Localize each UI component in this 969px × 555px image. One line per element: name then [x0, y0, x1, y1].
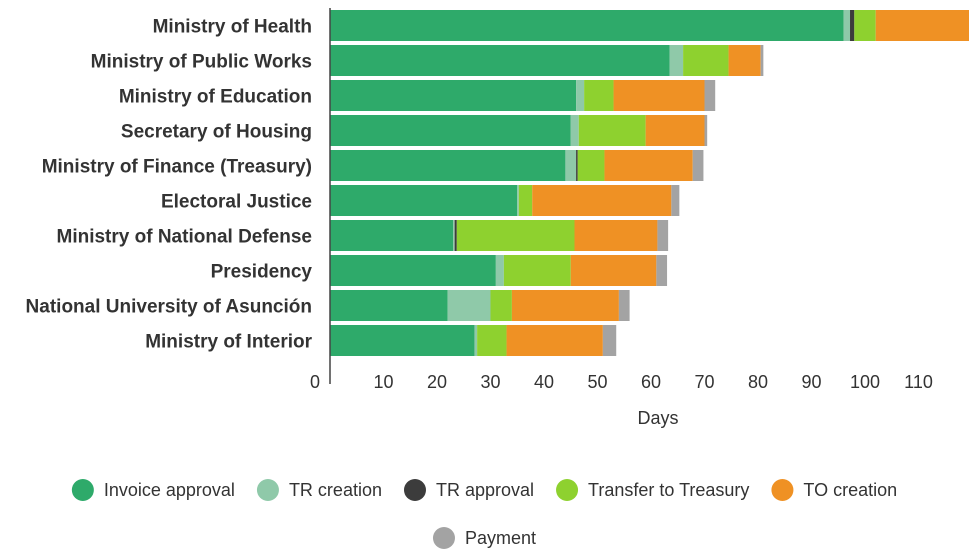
bar-ministry-of-national-defense-invoice-approval [330, 220, 454, 251]
legend-item-payment: Payment [432, 527, 536, 549]
bar-national-university-of-asunci-n-transfer-to-treasury [490, 290, 512, 321]
category-label-ministry-of-national-defense: Ministry of National Defense [57, 227, 313, 248]
legend-label-invoice-approval: Invoice approval [104, 480, 235, 500]
category-labels: Ministry of Health Ministry of Public Wor… [26, 17, 313, 353]
legend-item-transfer-to-treasury: Transfer to Treasury [556, 479, 749, 501]
legend-item-invoice-approval: Invoice approval [71, 479, 235, 501]
bar-ministry-of-interior-to-creation [506, 325, 603, 356]
legend-item-tr-approval: TR approval [403, 479, 534, 501]
x-tick-40: 40 [534, 372, 554, 392]
x-tick-100: 100 [850, 372, 880, 392]
bar-ministry-of-public-works-payment [760, 45, 764, 76]
bar-ministry-of-interior-tr-creation [474, 325, 478, 356]
legend-swatch-tr-approval [403, 479, 426, 501]
category-label-ministry-of-health: Ministry of Health [153, 17, 312, 38]
legend: Invoice approval TR creation TR approval Tr… [71, 479, 897, 549]
x-tick-10: 10 [373, 372, 393, 392]
bar-ministry-of-finance-treasury-tr-creation [565, 150, 577, 181]
bar-secretary-of-housing-to-creation [645, 115, 705, 146]
legend-swatch-invoice-approval [71, 479, 94, 501]
bar-ministry-of-finance-treasury-invoice-approval [330, 150, 566, 181]
bar-ministry-of-national-defense-tr-approval [454, 220, 457, 251]
x-tick-60: 60 [641, 372, 661, 392]
bar-ministry-of-education-payment [704, 80, 716, 111]
bar-secretary-of-housing-invoice-approval [330, 115, 571, 146]
legend-swatch-transfer-to-treasury [556, 479, 579, 501]
bar-ministry-of-public-works-invoice-approval [330, 45, 670, 76]
x-tick-110: 110 [904, 372, 933, 392]
bar-ministry-of-interior-invoice-approval [330, 325, 475, 356]
bar-national-university-of-asunci-n-payment [618, 290, 630, 321]
legend-label-tr-approval: TR approval [436, 480, 534, 500]
bar-ministry-of-education-invoice-approval [330, 80, 577, 111]
bar-secretary-of-housing-transfer-to-treasury [578, 115, 646, 146]
bar-ministry-of-public-works-transfer-to-treasury [683, 45, 729, 76]
legend-label-payment: Payment [465, 528, 536, 548]
x-tick-30: 30 [480, 372, 500, 392]
bar-presidency-payment [656, 255, 668, 286]
category-label-national-university-of-asunci-n: National University of Asunción [26, 297, 312, 318]
bar-ministry-of-finance-treasury-payment [692, 150, 704, 181]
bar-secretary-of-housing-tr-creation [570, 115, 579, 146]
legend-label-to-creation: TO creation [803, 480, 897, 500]
bar-presidency-transfer-to-treasury [503, 255, 571, 286]
legend-label-tr-creation: TR creation [289, 480, 382, 500]
x-tick-0: 0 [310, 372, 320, 392]
x-tick-90: 90 [801, 372, 821, 392]
category-label-ministry-of-public-works: Ministry of Public Works [91, 52, 312, 73]
bar-ministry-of-national-defense-to-creation [574, 220, 658, 251]
bar-ministry-of-finance-treasury-tr-approval [576, 150, 578, 181]
bar-ministry-of-finance-treasury-to-creation [604, 150, 693, 181]
bar-ministry-of-national-defense-transfer-to-treasury [456, 220, 575, 251]
bar-ministry-of-national-defense-payment [657, 220, 669, 251]
bar-ministry-of-health-tr-creation [843, 10, 851, 41]
category-label-ministry-of-education: Ministry of Education [119, 87, 312, 108]
legend-item-to-creation: TO creation [771, 479, 897, 501]
bar-ministry-of-health-transfer-to-treasury [854, 10, 876, 41]
bar-secretary-of-housing-payment [704, 115, 708, 146]
x-tick-20: 20 [427, 372, 447, 392]
bar-ministry-of-national-defense-tr-creation [453, 220, 455, 251]
bar-electoral-justice-tr-creation [517, 185, 519, 216]
bar-ministry-of-finance-treasury-transfer-to-treasury [577, 150, 605, 181]
bar-ministry-of-education-to-creation [613, 80, 705, 111]
bar-national-university-of-asunci-n-tr-creation [447, 290, 491, 321]
category-label-secretary-of-housing: Secretary of Housing [121, 122, 312, 143]
bar-ministry-of-education-tr-creation [576, 80, 585, 111]
bar-presidency-invoice-approval [330, 255, 496, 286]
bar-presidency-tr-creation [495, 255, 504, 286]
legend-swatch-to-creation [771, 479, 794, 501]
bar-national-university-of-asunci-n-to-creation [511, 290, 619, 321]
x-tick-50: 50 [587, 372, 607, 392]
bar-ministry-of-health-to-creation [875, 10, 969, 41]
bar-ministry-of-public-works-tr-creation [669, 45, 684, 76]
x-tick-70: 70 [694, 372, 714, 392]
x-axis-title: Days [637, 408, 678, 428]
bars-layer [330, 10, 969, 356]
category-label-ministry-of-interior: Ministry of Interior [145, 332, 312, 353]
legend-swatch-payment [432, 527, 455, 549]
category-label-electoral-justice: Electoral Justice [161, 192, 312, 213]
legend-swatch-tr-creation [256, 479, 279, 501]
x-tick-labels: 0 10 20 30 40 50 60 70 80 90 100 110 [310, 372, 933, 392]
bar-ministry-of-health-tr-approval [850, 10, 855, 41]
bar-presidency-to-creation [570, 255, 657, 286]
bar-ministry-of-education-transfer-to-treasury [584, 80, 614, 111]
bar-electoral-justice-transfer-to-treasury [518, 185, 533, 216]
legend-item-tr-creation: TR creation [256, 479, 382, 501]
bar-electoral-justice-to-creation [532, 185, 672, 216]
category-label-presidency: Presidency [211, 262, 313, 283]
bar-ministry-of-public-works-to-creation [728, 45, 761, 76]
bar-ministry-of-interior-transfer-to-treasury [477, 325, 507, 356]
bar-national-university-of-asunci-n-invoice-approval [330, 290, 448, 321]
category-label-ministry-of-finance-treasury: Ministry of Finance (Treasury) [42, 157, 312, 178]
bar-electoral-justice-payment [671, 185, 680, 216]
x-tick-80: 80 [748, 372, 768, 392]
bar-ministry-of-interior-payment [602, 325, 617, 356]
bar-ministry-of-health-invoice-approval [330, 10, 844, 41]
bar-electoral-justice-invoice-approval [330, 185, 518, 216]
legend-label-transfer-to-treasury: Transfer to Treasury [588, 480, 749, 500]
